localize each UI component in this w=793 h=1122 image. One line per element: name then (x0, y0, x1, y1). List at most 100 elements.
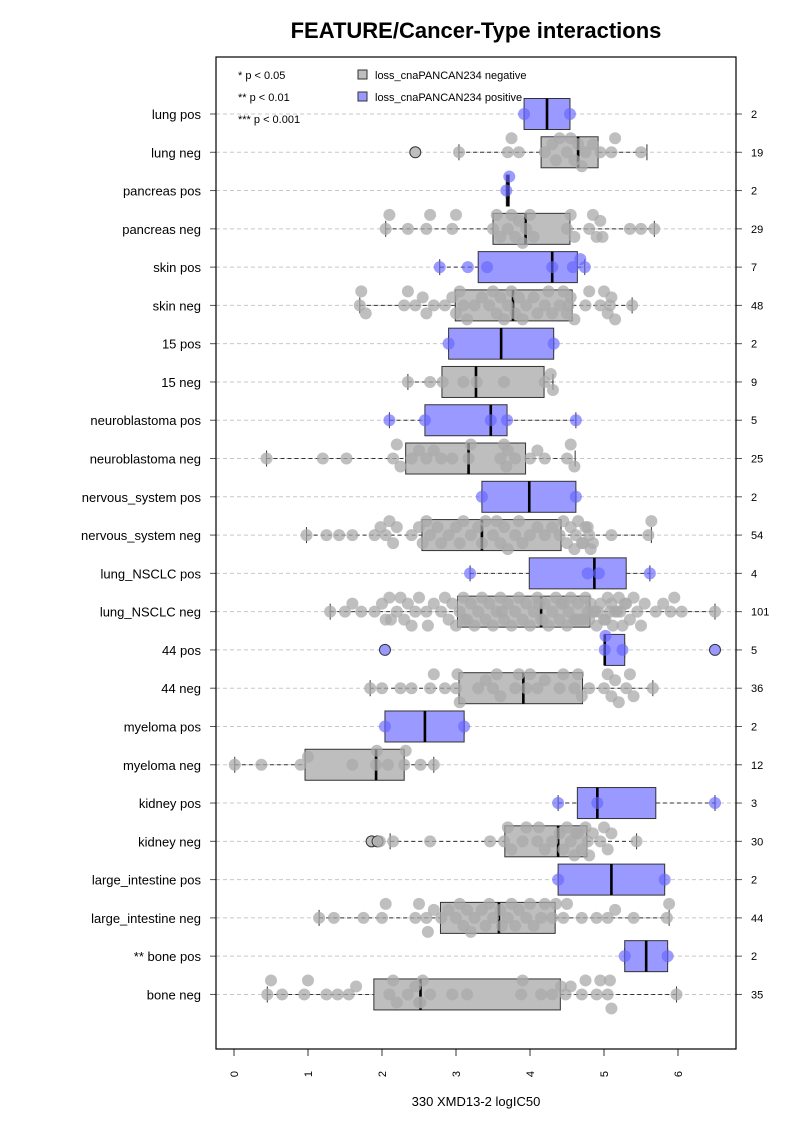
data-point-neg (461, 903, 474, 916)
data-point-neg (575, 988, 588, 1001)
data-point-neg (294, 758, 307, 771)
data-point-neg (542, 285, 555, 298)
sig-legend-3: *** p < 0.001 (238, 114, 300, 126)
data-point-neg (364, 682, 377, 695)
data-point-neg (355, 605, 368, 618)
x-axis-label: 330 XMD13-2 logIC50 (412, 1094, 541, 1109)
data-point-neg (520, 299, 533, 312)
data-point-neg (416, 974, 429, 987)
data-point-neg (324, 605, 337, 618)
data-point-neg (298, 988, 311, 1001)
data-point-neg (359, 307, 372, 320)
data-point-neg (327, 911, 340, 924)
data-point-neg (583, 849, 596, 862)
data-point-neg (553, 529, 566, 542)
x-tick-label: 0 (229, 1071, 241, 1077)
x-tick-label: 3 (451, 1071, 463, 1077)
data-point-neg (468, 911, 481, 924)
data-point-neg (594, 835, 607, 848)
data-point-neg (340, 452, 353, 465)
data-point-neg (516, 974, 529, 987)
data-point-neg (424, 529, 437, 542)
y-tick-label: lung_NSCLC neg (100, 605, 201, 620)
data-point-neg (538, 674, 551, 687)
data-point-neg (458, 613, 471, 626)
data-point-pos (378, 720, 391, 733)
data-point-neg (383, 208, 396, 221)
data-point-neg (427, 758, 440, 771)
count-label: 101 (751, 607, 769, 619)
data-point-neg (538, 299, 551, 312)
data-point-neg (495, 605, 508, 618)
legend-label-negative: loss_cnaPANCAN234 negative (375, 70, 526, 82)
box-pos (477, 251, 578, 284)
data-point-pos (518, 108, 531, 120)
data-points (228, 108, 721, 1015)
data-point-pos (500, 184, 513, 197)
data-point-neg (609, 313, 622, 326)
data-point-pos (464, 567, 477, 580)
data-point-neg (390, 521, 403, 534)
data-point-neg (501, 911, 514, 924)
data-point-neg (405, 619, 418, 632)
data-point-neg (420, 911, 433, 924)
data-point-neg (501, 543, 514, 556)
data-point-neg (494, 690, 507, 703)
data-point-neg (462, 452, 475, 465)
outlier-point (409, 146, 422, 159)
data-point-neg (627, 591, 640, 604)
data-point-neg (520, 821, 533, 834)
data-point-neg (596, 230, 609, 243)
data-point-neg (579, 974, 592, 987)
data-point-neg (424, 988, 437, 1001)
data-point-neg (468, 299, 481, 312)
data-point-neg (346, 758, 359, 771)
x-tick-label: 5 (599, 1071, 611, 1077)
data-point-neg (424, 208, 437, 221)
data-point-neg (381, 758, 394, 771)
data-point-neg (487, 911, 499, 924)
data-point-neg (416, 291, 429, 304)
data-point-neg (398, 758, 411, 771)
count-label: 30 (751, 836, 763, 848)
y-tick-label: ** bone pos (134, 949, 202, 964)
data-point-pos (599, 629, 612, 642)
data-point-neg (479, 919, 492, 932)
data-point-pos (658, 873, 671, 886)
box-pos (528, 557, 627, 590)
data-point-neg (549, 154, 562, 167)
data-point-neg (635, 222, 647, 235)
data-point-pos (569, 414, 582, 427)
data-point-neg (505, 843, 518, 856)
data-point-neg (333, 529, 346, 542)
data-point-neg (601, 911, 614, 924)
data-point-neg (579, 299, 592, 312)
data-point-pos (566, 261, 579, 274)
x-tick-label: 2 (377, 1071, 389, 1077)
data-point-neg (583, 285, 596, 298)
data-point-neg (557, 911, 570, 924)
plot-frame (215, 56, 737, 1050)
data-point-neg (509, 452, 522, 465)
data-point-neg (505, 619, 518, 632)
count-label: 2 (751, 951, 757, 963)
data-point-neg (642, 529, 655, 542)
data-point-neg (450, 208, 462, 221)
legend-swatch-negative (357, 69, 368, 80)
data-point-neg (401, 222, 414, 235)
data-point-neg (630, 835, 643, 848)
data-point-neg (605, 291, 618, 304)
data-point-neg (557, 668, 570, 681)
data-point-neg (535, 988, 548, 1001)
data-point-neg (302, 974, 314, 987)
data-point-neg (626, 299, 639, 312)
data-point-neg (461, 313, 474, 326)
data-point-neg (524, 208, 536, 221)
data-point-pos (709, 797, 721, 810)
data-point-neg (498, 835, 511, 848)
data-point-neg (442, 903, 455, 916)
y-tick-label: myeloma neg (123, 758, 201, 773)
data-point-neg (370, 758, 383, 771)
